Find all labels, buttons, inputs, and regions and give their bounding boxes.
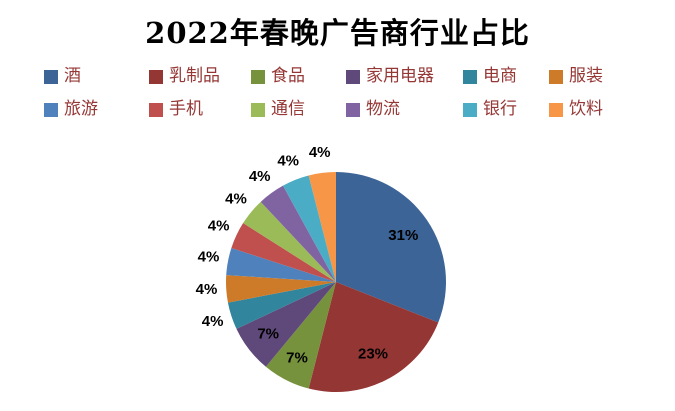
- legend-item-9: 通信: [251, 101, 346, 118]
- legend-swatch-icon: [549, 102, 563, 117]
- pie-data-label: 7%: [286, 349, 308, 366]
- legend-item-4: 家用电器: [346, 68, 463, 85]
- legend-label: 服装: [569, 66, 603, 86]
- pie-slice-10: [260, 185, 336, 282]
- pie-data-label: 4%: [249, 168, 271, 185]
- legend-label: 物流: [366, 99, 400, 119]
- pie-slice-9: [243, 201, 336, 282]
- legend-label: 食品: [271, 66, 305, 86]
- pie-data-label: 31%: [388, 227, 418, 244]
- pie-data-label: 4%: [196, 281, 218, 298]
- legend-item-7: 旅游: [44, 101, 149, 118]
- legend-item-3: 食品: [251, 68, 346, 85]
- legend-label: 电商: [483, 66, 517, 86]
- legend-item-1: 酒: [44, 68, 149, 85]
- pie-slice-11: [283, 175, 336, 282]
- legend-item-8: 手机: [149, 101, 251, 118]
- pie-data-label: 4%: [225, 190, 247, 207]
- pie-slice-4: [236, 282, 336, 367]
- pie-slice-6: [225, 275, 336, 303]
- pie-slice-7: [226, 248, 336, 282]
- pie-slice-8: [231, 223, 336, 282]
- legend-swatch-icon: [149, 69, 163, 84]
- chart-legend: 酒 乳制品 食品 家用电器 电商 服装旅游 手机 通信 物流 银行 饮料: [44, 68, 669, 118]
- pie-slice-12: [308, 172, 336, 282]
- legend-label: 旅游: [64, 99, 98, 119]
- legend-item-2: 乳制品: [149, 68, 251, 85]
- pie-data-label: 4%: [202, 313, 224, 330]
- pie-data-label: 4%: [208, 218, 230, 235]
- chart-title: 2022年春晚广告商行业占比: [145, 16, 530, 50]
- legend-swatch-icon: [251, 69, 265, 84]
- legend-label: 通信: [271, 99, 305, 119]
- legend-swatch-icon: [549, 69, 563, 84]
- legend-label: 饮料: [569, 99, 603, 119]
- legend-label: 银行: [483, 99, 517, 119]
- legend-item-10: 物流: [346, 101, 463, 118]
- pie-data-label: 4%: [277, 152, 299, 169]
- legend-item-11: 银行: [463, 101, 549, 118]
- legend-swatch-icon: [463, 69, 477, 84]
- legend-label: 家用电器: [366, 66, 434, 86]
- pie-data-label: 4%: [198, 249, 220, 266]
- legend-item-5: 电商: [463, 68, 549, 85]
- pie-slice-3: [265, 282, 336, 389]
- legend-swatch-icon: [44, 69, 58, 84]
- legend-swatch-icon: [346, 102, 360, 117]
- pie-slice-5: [227, 282, 336, 329]
- legend-swatch-icon: [463, 102, 477, 117]
- pie-slice-2: [308, 282, 439, 392]
- legend-label: 乳制品: [169, 66, 220, 86]
- legend-swatch-icon: [346, 69, 360, 84]
- pie-slice-1: [336, 172, 447, 323]
- legend-swatch-icon: [251, 102, 265, 117]
- pie-data-label: 7%: [257, 326, 279, 343]
- legend-swatch-icon: [44, 102, 58, 117]
- pie-data-label: 23%: [358, 345, 388, 362]
- legend-label: 酒: [64, 66, 81, 86]
- legend-label: 手机: [169, 99, 203, 119]
- pie-data-label: 4%: [309, 144, 331, 161]
- legend-item-12: 饮料: [549, 101, 669, 118]
- legend-swatch-icon: [149, 102, 163, 117]
- legend-item-6: 服装: [549, 68, 669, 85]
